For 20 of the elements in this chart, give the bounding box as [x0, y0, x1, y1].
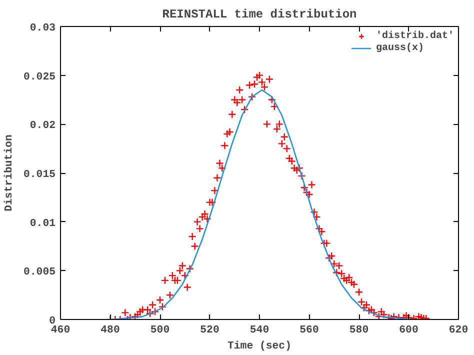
- x-tick-label: 480: [100, 324, 120, 336]
- x-tick-label: 560: [300, 324, 319, 336]
- x-tick-label: 500: [150, 324, 170, 336]
- y-tick-label: 0.025: [24, 71, 56, 84]
- legend-label: gauss(x): [376, 42, 424, 54]
- y-tick-label: 0.005: [24, 266, 56, 279]
- y-tick-label: 0.02: [30, 120, 56, 132]
- y-tick-label: 0.03: [30, 22, 56, 34]
- x-tick-label: 460: [50, 324, 70, 336]
- legend-label: 'distrib.dat': [376, 30, 454, 42]
- x-axis-title: Time (sec): [228, 340, 292, 352]
- x-tick-label: 580: [349, 324, 369, 336]
- chart-title: REINSTALL time distribution: [162, 8, 357, 22]
- x-tick-label: 600: [399, 324, 418, 336]
- x-tick-label: 540: [250, 324, 270, 336]
- x-tick-label: 620: [448, 324, 468, 336]
- x-tick-label: 520: [200, 324, 220, 336]
- y-tick-label: 0.015: [24, 169, 56, 181]
- y-axis-title: Distribution: [4, 134, 16, 212]
- y-tick-label: 0.01: [30, 218, 56, 230]
